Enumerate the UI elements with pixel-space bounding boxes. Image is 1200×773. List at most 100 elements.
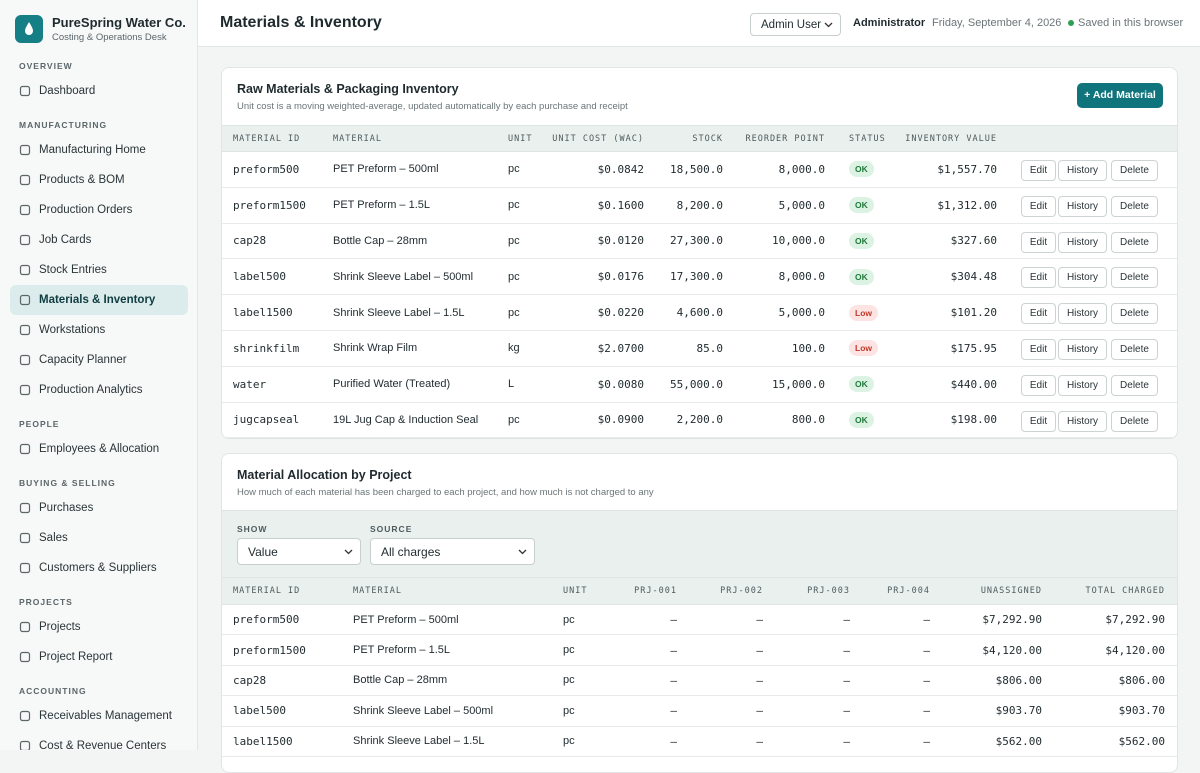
user-select[interactable]: Admin User (750, 13, 841, 36)
nav-label: Purchases (39, 502, 94, 514)
nav-item[interactable]: Manufacturing Home (10, 135, 188, 165)
action-button[interactable]: History (1058, 231, 1107, 253)
card-title: Raw Materials & Packaging Inventory (237, 82, 459, 96)
table-cell: Shrink Wrap Film (333, 342, 418, 355)
nav-item[interactable]: Materials & Inventory (10, 285, 188, 315)
action-button[interactable]: Edit (1021, 410, 1056, 432)
nav-item[interactable]: Stock Entries (10, 255, 188, 285)
nav-item[interactable]: Sales (10, 523, 188, 553)
action-button[interactable]: Edit (1021, 374, 1056, 396)
table-cell: Bottle Cap – 28mm (353, 674, 448, 687)
nav-item[interactable]: Project Report (10, 642, 188, 672)
nav-item[interactable]: Production Orders (10, 195, 188, 225)
nav-item[interactable]: Workstations (10, 315, 188, 345)
table-cell: water (233, 377, 267, 391)
column-header: MATERIAL ID (233, 133, 301, 144)
action-button[interactable]: Edit (1021, 160, 1056, 181)
column-header: PRJ-001 (634, 586, 677, 596)
table-cell: pc (563, 644, 575, 657)
table-row: preform1500 PET Preform – 1.5L pc — — — — $4,12… (222, 635, 1177, 666)
action-button[interactable]: Delete (1111, 195, 1158, 217)
nav-item[interactable]: Projects (10, 612, 188, 642)
table-row: preform1500 PET Preform – 1.5L pc $0.1600 8,… (222, 188, 1177, 224)
table-cell: $0.0080 (597, 377, 644, 391)
table-cell: pc (508, 234, 520, 247)
action-button[interactable]: Edit (1021, 267, 1056, 289)
nav-item[interactable]: Customers & Suppliers (10, 553, 188, 583)
status-cell: Low (849, 295, 878, 330)
nav-item[interactable]: Products & BOM (10, 165, 188, 195)
nav-item[interactable]: Dashboard (10, 76, 188, 106)
status-cell: OK (849, 367, 874, 402)
action-button[interactable]: History (1058, 339, 1107, 360)
table-cell: 15,000.0 (772, 377, 825, 391)
card-subtitle: How much of each material has been charg… (237, 487, 654, 498)
nav-icon (19, 354, 31, 366)
nav-item[interactable]: Purchases (10, 493, 188, 523)
nav-item[interactable]: Job Cards (10, 225, 188, 255)
card-title: Material Allocation by Project (237, 468, 412, 482)
action-button[interactable]: History (1058, 267, 1107, 289)
status-cell: OK (849, 403, 874, 438)
nav-section-title: PROJECTS (19, 597, 73, 607)
table-cell: pc (508, 306, 520, 319)
action-button[interactable]: Delete (1111, 231, 1158, 253)
nav-section-title: PEOPLE (19, 419, 60, 429)
table-cell: $806.00 (995, 673, 1042, 687)
nav-item[interactable]: Receivables Management (10, 701, 188, 731)
action-button[interactable]: History (1058, 410, 1107, 432)
table-cell: $440.00 (950, 377, 997, 391)
nav-icon (19, 324, 31, 336)
table-cell: 5,000.0 (778, 198, 825, 212)
filter-label: SHOW (237, 524, 268, 534)
table-cell: — (843, 613, 850, 627)
action-button[interactable]: Delete (1111, 303, 1158, 325)
action-button[interactable]: Edit (1021, 231, 1056, 253)
action-button[interactable]: History (1058, 195, 1107, 217)
table-cell: preform500 (233, 613, 300, 627)
action-button[interactable]: History (1058, 303, 1107, 325)
action-button[interactable]: Edit (1021, 195, 1056, 217)
action-button[interactable]: Delete (1111, 267, 1158, 289)
action-button[interactable]: Delete (1111, 374, 1158, 396)
table-cell: label1500 (233, 734, 293, 748)
nav-section-title: MANUFACTURING (19, 120, 108, 130)
brand-logo (15, 15, 43, 43)
column-header: MATERIAL (333, 133, 382, 144)
table-cell: $101.20 (950, 306, 997, 320)
nav-item[interactable]: Cost & Revenue Centers (10, 731, 188, 750)
nav-label: Products & BOM (39, 174, 125, 186)
table-cell: $903.70 (995, 704, 1042, 718)
action-button[interactable]: Edit (1021, 303, 1056, 325)
table-cell: $0.0900 (597, 413, 644, 427)
card-subtitle: Unit cost is a moving weighted-average, … (237, 101, 628, 112)
table-cell: $0.1600 (597, 198, 644, 212)
filter-select[interactable]: Value (237, 538, 361, 565)
table-cell: $0.0842 (597, 162, 644, 176)
add-material-button[interactable]: + Add Material (1077, 83, 1163, 108)
nav-label: Job Cards (39, 234, 92, 246)
table-cell: preform1500 (233, 643, 306, 657)
nav-item[interactable]: Production Analytics (10, 375, 188, 405)
action-button[interactable]: Delete (1111, 410, 1158, 432)
column-header: PRJ-003 (807, 586, 850, 596)
table-row: label1500 Shrink Sleeve Label – 1.5L pc $0.… (222, 295, 1177, 331)
nav-item[interactable]: Capacity Planner (10, 345, 188, 375)
action-button[interactable]: History (1058, 374, 1107, 396)
table-cell: — (843, 734, 850, 748)
nav-item[interactable]: Employees & Allocation (10, 434, 188, 464)
table-cell: $562.00 (995, 734, 1042, 748)
nav-label: Cost & Revenue Centers (39, 740, 167, 750)
action-button[interactable]: History (1058, 160, 1107, 181)
action-button[interactable]: Edit (1021, 339, 1056, 360)
action-button[interactable]: Delete (1111, 160, 1158, 181)
action-button[interactable]: Delete (1111, 339, 1158, 360)
table-cell: $0.0176 (597, 270, 644, 284)
table-cell: pc (563, 613, 575, 626)
nav-icon (19, 384, 31, 396)
filter-select[interactable]: All charges (370, 538, 535, 565)
nav-icon (19, 740, 31, 750)
chevron (518, 549, 527, 554)
table-cell: $4,120.00 (982, 643, 1042, 657)
table-cell: — (923, 704, 930, 718)
